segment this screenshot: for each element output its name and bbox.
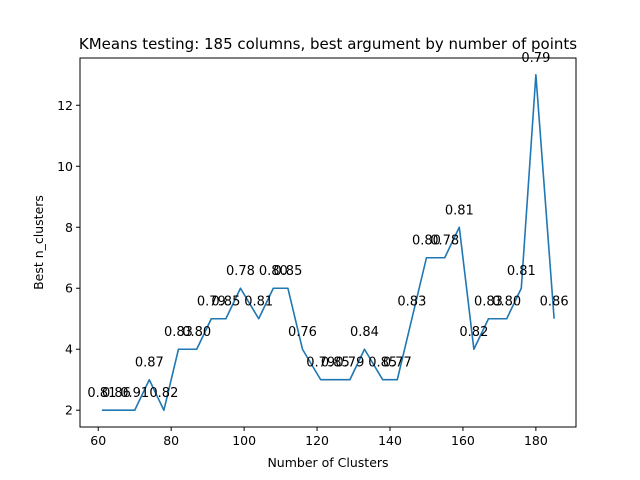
- data-label: 0.82: [149, 386, 178, 401]
- x-tick-label: 140: [378, 433, 402, 448]
- data-label: 0.83: [164, 325, 193, 340]
- data-label: 0.78: [226, 264, 255, 279]
- data-label: 0.77: [383, 356, 412, 371]
- y-tick-label: 10: [57, 159, 73, 174]
- data-label: 0.91: [120, 386, 149, 401]
- y-tick-label: 4: [65, 342, 73, 357]
- data-label: 0.82: [459, 325, 488, 340]
- y-axis: 2 4 6 8 10 12: [57, 98, 80, 418]
- data-label: 0.83: [397, 295, 426, 310]
- data-label: 0.85: [321, 356, 350, 371]
- data-label: 0.83: [474, 295, 503, 310]
- x-axis-label: Number of Clusters: [267, 455, 388, 470]
- x-tick-label: 80: [163, 433, 179, 448]
- plot-area: 0.810.860.910.870.820.830.800.790.850.78…: [87, 51, 569, 412]
- x-tick-label: 100: [232, 433, 256, 448]
- data-label: 0.80: [182, 325, 211, 340]
- data-label: 0.81: [87, 386, 116, 401]
- data-label: 0.80: [259, 264, 288, 279]
- data-label: 0.81: [244, 295, 273, 310]
- data-label: 0.81: [507, 264, 536, 279]
- data-label: 0.78: [430, 234, 459, 249]
- data-label: 0.79: [306, 356, 335, 371]
- data-label: 0.85: [368, 356, 397, 371]
- y-tick-label: 6: [65, 281, 73, 296]
- series-line: [101, 73, 555, 412]
- data-label: 0.87: [135, 356, 164, 371]
- data-label: 0.85: [211, 295, 240, 310]
- y-tick-label: 12: [57, 98, 73, 113]
- data-label: 0.79: [335, 356, 364, 371]
- data-label: 0.84: [350, 325, 379, 340]
- data-label: 0.79: [197, 295, 226, 310]
- x-axis: 60 80 100 120 140 160 180: [90, 427, 548, 448]
- data-label: 0.80: [492, 295, 521, 310]
- y-tick-label: 2: [65, 403, 73, 418]
- x-tick-label: 180: [524, 433, 548, 448]
- y-axis-label: Best n_clusters: [31, 195, 46, 290]
- data-label: 0.86: [540, 295, 569, 310]
- plot-frame: [79, 57, 577, 428]
- y-tick-label: 8: [65, 220, 73, 235]
- chart-title: KMeans testing: 185 columns, best argume…: [79, 35, 577, 53]
- data-label: 0.86: [102, 386, 131, 401]
- data-label: 0.80: [412, 234, 441, 249]
- x-tick-label: 120: [305, 433, 329, 448]
- data-label: 0.76: [288, 325, 317, 340]
- data-label: 0.85: [273, 264, 302, 279]
- x-tick-label: 160: [451, 433, 475, 448]
- data-label: 0.81: [445, 203, 474, 218]
- x-tick-label: 60: [90, 433, 106, 448]
